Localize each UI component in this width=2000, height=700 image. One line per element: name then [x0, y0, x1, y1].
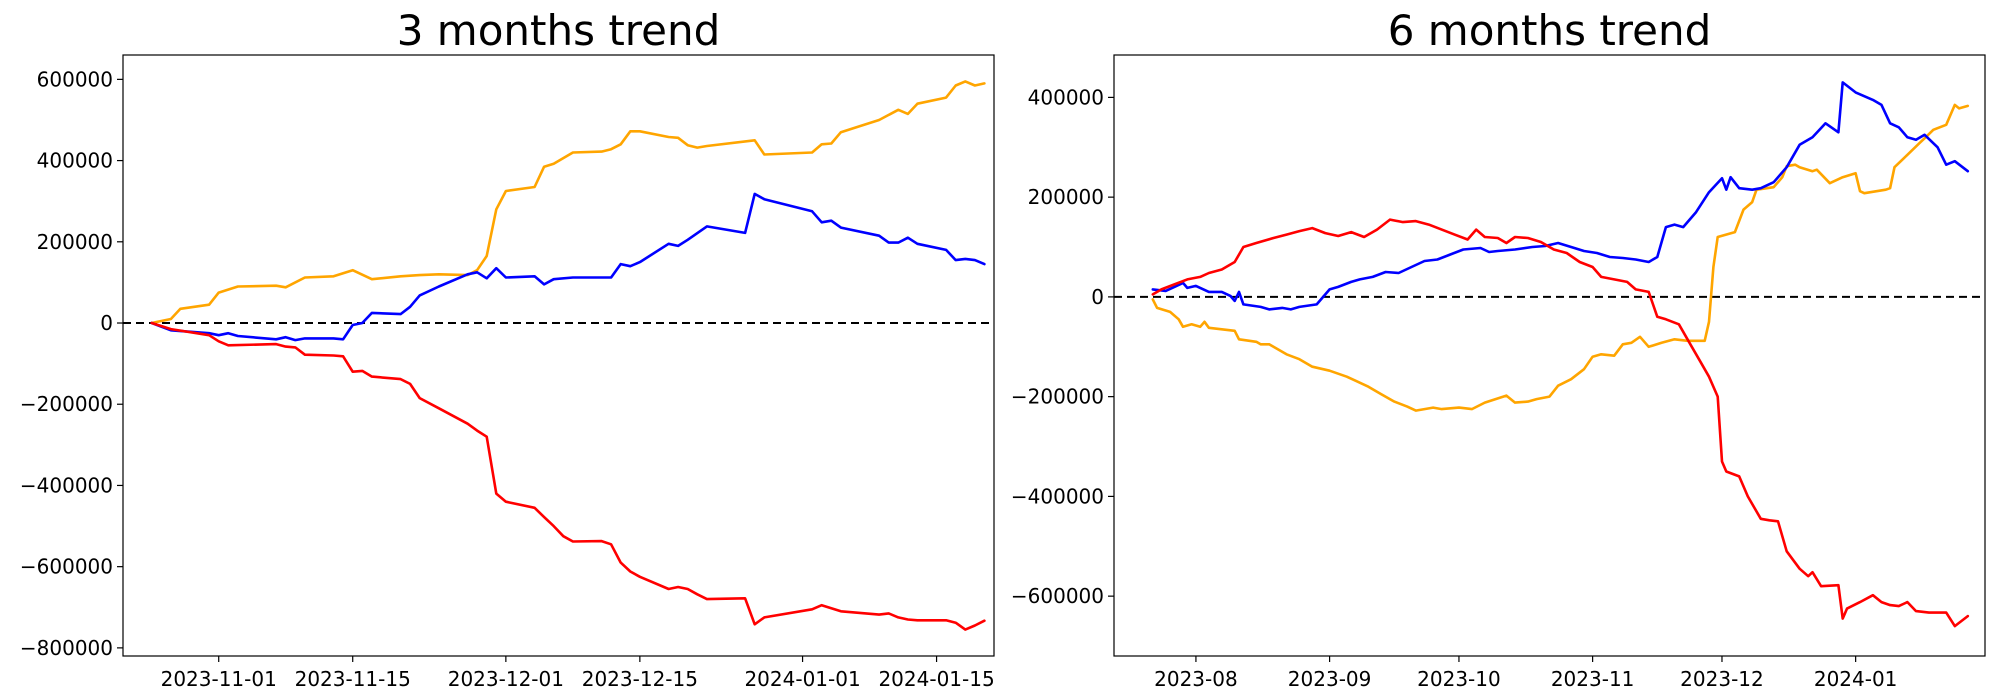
- y-tick-label: 400000: [37, 149, 113, 173]
- series-line-0: [1151, 103, 1970, 412]
- y-tick-label: −400000: [20, 473, 113, 497]
- plot-area: [1114, 81, 1985, 628]
- y-tick-label: −600000: [20, 555, 113, 579]
- x-tick-label: 2023-11-15: [295, 667, 411, 691]
- y-tick-label: −800000: [20, 636, 113, 660]
- y-tick-label: 0: [1091, 285, 1104, 309]
- series-line-2: [1151, 218, 1970, 628]
- series-line-1: [1151, 81, 1970, 311]
- y-tick-label: 400000: [1028, 85, 1104, 109]
- y-tick-label: −400000: [1011, 484, 1104, 508]
- axes-frame: [122, 54, 995, 657]
- chart-title: 6 months trend: [1388, 6, 1712, 55]
- y-tick-label: −600000: [1011, 584, 1104, 608]
- y-tick-label: −200000: [1011, 385, 1104, 409]
- x-tick-label: 2024-01: [1814, 667, 1898, 691]
- x-tick-label: 2023-11: [1551, 667, 1635, 691]
- x-tick-label: 2023-09: [1288, 667, 1372, 691]
- y-axis: −600000 −400000 −200000 0 200000 400000: [1011, 85, 1114, 608]
- y-tick-label: −200000: [20, 392, 113, 416]
- x-axis: 2023-11-01 2023-11-15 2023-12-01 2023-12-15…: [161, 656, 995, 691]
- x-tick-label: 2023-11-01: [161, 667, 277, 691]
- y-tick-label: 200000: [1028, 185, 1104, 209]
- axes-frame: [1113, 54, 1986, 657]
- x-tick-label: 2023-08: [1154, 667, 1238, 691]
- series-line-1: [150, 192, 986, 342]
- y-tick-label: 600000: [37, 67, 113, 91]
- chart-title: 3 months trend: [397, 6, 721, 55]
- y-tick-label: 200000: [37, 230, 113, 254]
- x-tick-label: 2023-12-01: [448, 667, 564, 691]
- x-tick-label: 2023-12: [1680, 667, 1764, 691]
- x-tick-label: 2024-01-15: [878, 667, 994, 691]
- x-tick-label: 2023-12-15: [582, 667, 698, 691]
- x-axis: 2023-08 2023-09 2023-10 2023-11 2023-12 2024-…: [1154, 656, 1897, 691]
- series-line-0: [150, 80, 986, 325]
- chart-3-months-trend: 3 months trend −800000 −600000 −400000 −200…: [20, 6, 995, 691]
- x-tick-label: 2024-01-01: [744, 667, 860, 691]
- series-line-2: [150, 321, 986, 631]
- y-axis: −800000 −600000 −400000 −200000 0 200000 40000…: [20, 67, 123, 660]
- chart-6-months-trend: 6 months trend −600000 −400000 −200000 0 200…: [1011, 6, 1986, 691]
- y-tick-label: 0: [100, 311, 113, 335]
- plot-area: [123, 80, 994, 631]
- x-tick-label: 2023-10: [1417, 667, 1501, 691]
